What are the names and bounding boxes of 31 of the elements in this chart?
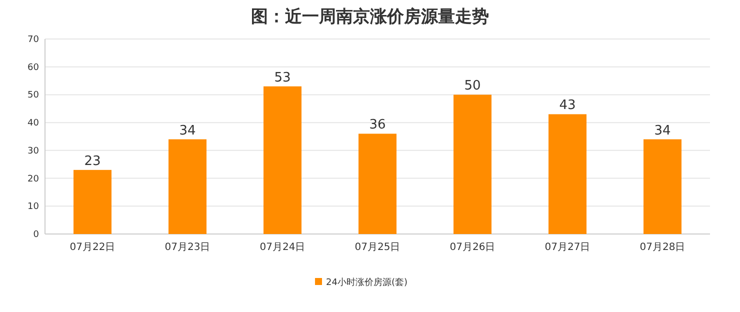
y-tick-label: 70 bbox=[28, 35, 40, 45]
y-tick-label: 40 bbox=[28, 118, 40, 129]
bar bbox=[644, 139, 682, 234]
x-tick-label: 07月23日 bbox=[164, 242, 210, 253]
data-label: 34 bbox=[179, 123, 196, 138]
bar bbox=[548, 114, 586, 234]
bar bbox=[454, 94, 492, 234]
x-tick-label: 07月26日 bbox=[450, 242, 496, 253]
x-tick-label: 07月25日 bbox=[354, 242, 400, 253]
y-tick-label: 30 bbox=[28, 146, 40, 156]
chart-title: 图：近一周南京涨价房源量走势 bbox=[251, 7, 489, 27]
y-tick-label: 50 bbox=[28, 90, 40, 101]
bar bbox=[264, 86, 302, 234]
x-tick-label: 07月27日 bbox=[544, 242, 590, 253]
data-label: 36 bbox=[369, 118, 386, 133]
data-label: 50 bbox=[464, 78, 481, 94]
bar bbox=[74, 170, 112, 234]
x-tick-label: 07月28日 bbox=[640, 242, 686, 253]
y-tick-label: 20 bbox=[28, 174, 40, 184]
y-tick-label: 0 bbox=[33, 230, 40, 240]
data-label: 23 bbox=[84, 154, 101, 169]
data-label: 43 bbox=[559, 98, 576, 114]
bar bbox=[168, 139, 206, 234]
legend-label: 24小时涨价房源(套) bbox=[326, 277, 408, 288]
y-tick-label: 10 bbox=[28, 202, 40, 212]
x-tick-label: 07月22日 bbox=[70, 242, 116, 253]
y-tick-label: 60 bbox=[28, 62, 40, 73]
x-tick-label: 07月24日 bbox=[260, 242, 306, 253]
data-label: 53 bbox=[274, 70, 291, 86]
data-label: 34 bbox=[654, 123, 671, 138]
bar bbox=[358, 134, 396, 234]
